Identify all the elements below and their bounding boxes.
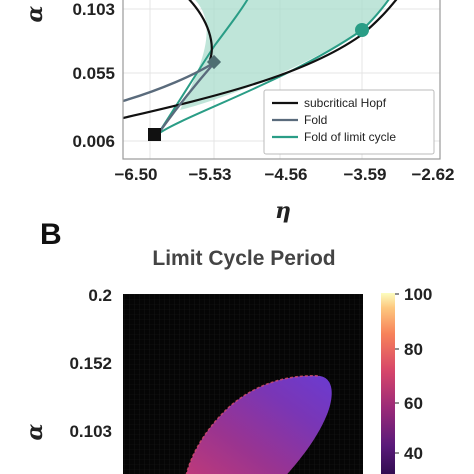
heatmap-region-edge — [185, 375, 321, 474]
xtick-a-3: −3.59 — [343, 165, 386, 184]
heatmap-period-region — [186, 375, 332, 474]
xlabel-a: η — [275, 198, 291, 224]
marker-circle — [355, 23, 369, 37]
xtick-a-2: −4.56 — [264, 165, 307, 184]
colorbar-ticks — [395, 293, 399, 454]
ytick-a-0: 0.103 — [72, 0, 115, 19]
limit-cycle-region — [180, 0, 389, 110]
ytick-b-1: 0.152 — [69, 354, 112, 373]
panel-b-title: Limit Cycle Period — [152, 247, 335, 270]
colorbar-tick-60: 60 — [404, 394, 423, 413]
colorbar — [381, 293, 395, 474]
xtick-a-4: −2.62 — [411, 165, 454, 184]
legend-box — [263, 89, 435, 155]
xtick-a-1: −5.53 — [188, 165, 231, 184]
series-fold-of-limit-cycle-upper — [157, 0, 249, 135]
panel-b: B Limit Cycle Period 0.2 0.152 0.103 α 1… — [22, 218, 432, 474]
legend: subcritical Hopf Fold Fold of limit cycl… — [263, 89, 435, 155]
series-fold — [123, 60, 216, 103]
ylabel-b: α — [22, 423, 48, 440]
series-fold-of-limit-cycle-lower — [157, 0, 390, 135]
colorbar-tick-40: 40 — [404, 444, 423, 463]
panel-a: subcritical Hopf Fold Fold of limit cycl… — [22, 0, 455, 224]
colorbar-tick-100: 100 — [404, 285, 432, 304]
axes-frame-a — [122, 0, 441, 160]
marker-square — [148, 128, 161, 141]
ytick-a-1: 0.055 — [72, 64, 115, 83]
colorbar-tick-80: 80 — [404, 340, 423, 359]
series-subcritical-hopf-upper — [188, 0, 213, 61]
legend-label-hopf: subcritical Hopf — [304, 96, 387, 110]
panel-label-b: B — [40, 218, 62, 251]
legend-label-flc: Fold of limit cycle — [304, 130, 396, 144]
series-fold-branch — [157, 61, 216, 135]
xtick-a-0: −6.50 — [114, 165, 157, 184]
ytick-a-2: 0.006 — [72, 132, 115, 151]
ytick-b-0: 0.2 — [88, 286, 112, 305]
ylabel-a: α — [22, 5, 48, 22]
legend-label-fold: Fold — [304, 113, 327, 127]
ytick-b-2: 0.103 — [69, 422, 112, 441]
